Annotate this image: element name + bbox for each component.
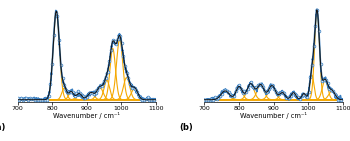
- X-axis label: Wavenumber / cm⁻¹: Wavenumber / cm⁻¹: [240, 112, 307, 119]
- X-axis label: Wavenumber / cm⁻¹: Wavenumber / cm⁻¹: [53, 112, 120, 119]
- Text: (a): (a): [0, 123, 6, 132]
- Text: (b): (b): [180, 123, 193, 132]
